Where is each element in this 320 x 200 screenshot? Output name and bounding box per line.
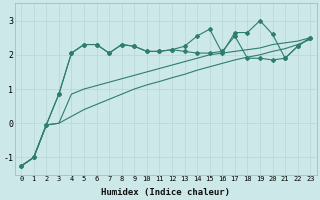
- X-axis label: Humidex (Indice chaleur): Humidex (Indice chaleur): [101, 188, 230, 197]
